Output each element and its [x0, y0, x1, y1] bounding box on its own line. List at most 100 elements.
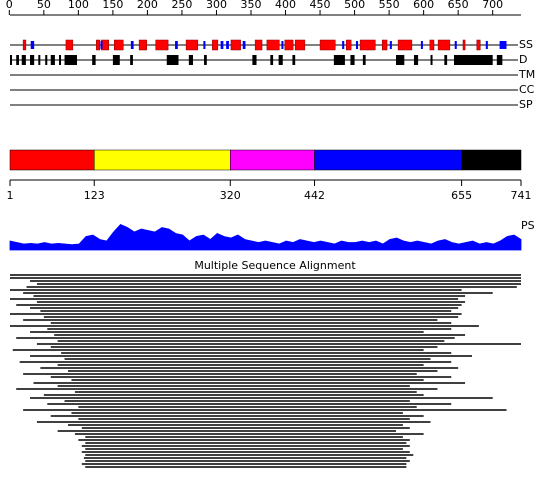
ruler-label: 150: [102, 0, 123, 11]
disorder-region: [278, 55, 283, 65]
ruler-label: 700: [482, 0, 503, 11]
ps-profile: [9, 224, 522, 251]
disorder-region: [64, 55, 77, 65]
strand: [389, 41, 392, 49]
track-label: TM: [518, 68, 535, 81]
helix: [429, 39, 435, 51]
helix: [319, 39, 336, 51]
disorder-region: [204, 55, 207, 65]
track-label: CC: [519, 83, 535, 96]
strand: [454, 41, 457, 49]
strand: [220, 41, 224, 49]
helix: [397, 39, 413, 51]
disorder-region: [333, 55, 345, 65]
disorder-region: [270, 55, 274, 65]
domain-label: 442: [304, 189, 325, 202]
strand: [499, 41, 507, 49]
ruler-label: 450: [310, 0, 331, 11]
ruler-label: 300: [206, 0, 227, 11]
helix: [359, 39, 376, 51]
helix: [155, 39, 169, 51]
strand: [242, 41, 246, 49]
ruler-label: 400: [275, 0, 296, 11]
strand: [281, 41, 284, 49]
disorder-region: [413, 55, 419, 65]
domain-label: 320: [220, 189, 241, 202]
strand: [203, 41, 206, 49]
disorder-region: [45, 55, 48, 65]
disorder-region: [188, 55, 193, 65]
disorder-region: [430, 55, 433, 65]
disorder-region: [21, 55, 26, 65]
helix: [22, 39, 27, 51]
disorder-region: [38, 55, 41, 65]
msa-title: Multiple Sequence Alignment: [194, 259, 356, 272]
disorder-region: [252, 55, 257, 65]
domain: [9, 149, 95, 171]
disorder-region: [112, 55, 120, 65]
helix: [266, 39, 280, 51]
ruler-label: 200: [137, 0, 158, 11]
disorder-region: [30, 55, 35, 65]
helix: [346, 39, 352, 51]
domain-label: 741: [511, 189, 532, 202]
helix: [138, 39, 147, 51]
helix: [230, 39, 241, 51]
domain: [461, 149, 522, 171]
ruler-label: 350: [240, 0, 261, 11]
strand: [420, 41, 423, 49]
helix: [294, 39, 306, 51]
helix: [114, 39, 124, 51]
helix: [96, 39, 101, 51]
ruler-label: 500: [344, 0, 365, 11]
strand: [130, 41, 134, 49]
disorder-region: [10, 55, 12, 65]
track-label: SS: [519, 38, 533, 51]
helix: [381, 39, 388, 51]
ruler-label: 100: [68, 0, 89, 11]
domain: [230, 149, 315, 171]
ps-label: PS: [521, 219, 535, 232]
disorder-region: [50, 55, 55, 65]
disorder-region: [496, 55, 503, 65]
strand: [30, 41, 35, 49]
strand: [175, 41, 178, 49]
helix: [212, 39, 219, 51]
ruler-label: 650: [448, 0, 469, 11]
domain-label: 123: [84, 189, 105, 202]
disorder-region: [350, 55, 355, 65]
disorder-region: [454, 55, 493, 65]
helix: [437, 39, 451, 51]
disorder-region: [362, 55, 366, 65]
helix: [284, 39, 294, 51]
helix: [476, 39, 481, 51]
domain: [314, 149, 462, 171]
ruler-label: 600: [413, 0, 434, 11]
disorder-region: [130, 55, 133, 65]
ruler-label: 250: [171, 0, 192, 11]
disorder-region: [16, 55, 19, 65]
helix: [254, 39, 263, 51]
disorder-region: [166, 55, 179, 65]
strand: [342, 41, 345, 49]
helix: [462, 39, 466, 51]
helix: [185, 39, 199, 51]
disorder-region: [92, 55, 96, 65]
domain: [93, 149, 231, 171]
track-label: SP: [519, 98, 533, 111]
strand: [485, 41, 488, 49]
track-label: D: [519, 53, 527, 66]
disorder-region: [59, 55, 62, 65]
domain-label: 655: [451, 189, 472, 202]
strand: [226, 41, 229, 49]
strand: [100, 41, 103, 49]
ruler-label: 50: [37, 0, 51, 11]
disorder-region: [444, 55, 448, 65]
strand: [355, 41, 359, 49]
disorder-region: [396, 55, 405, 65]
helix: [65, 39, 74, 51]
disorder-region: [292, 55, 296, 65]
ruler-label: 550: [379, 0, 400, 11]
